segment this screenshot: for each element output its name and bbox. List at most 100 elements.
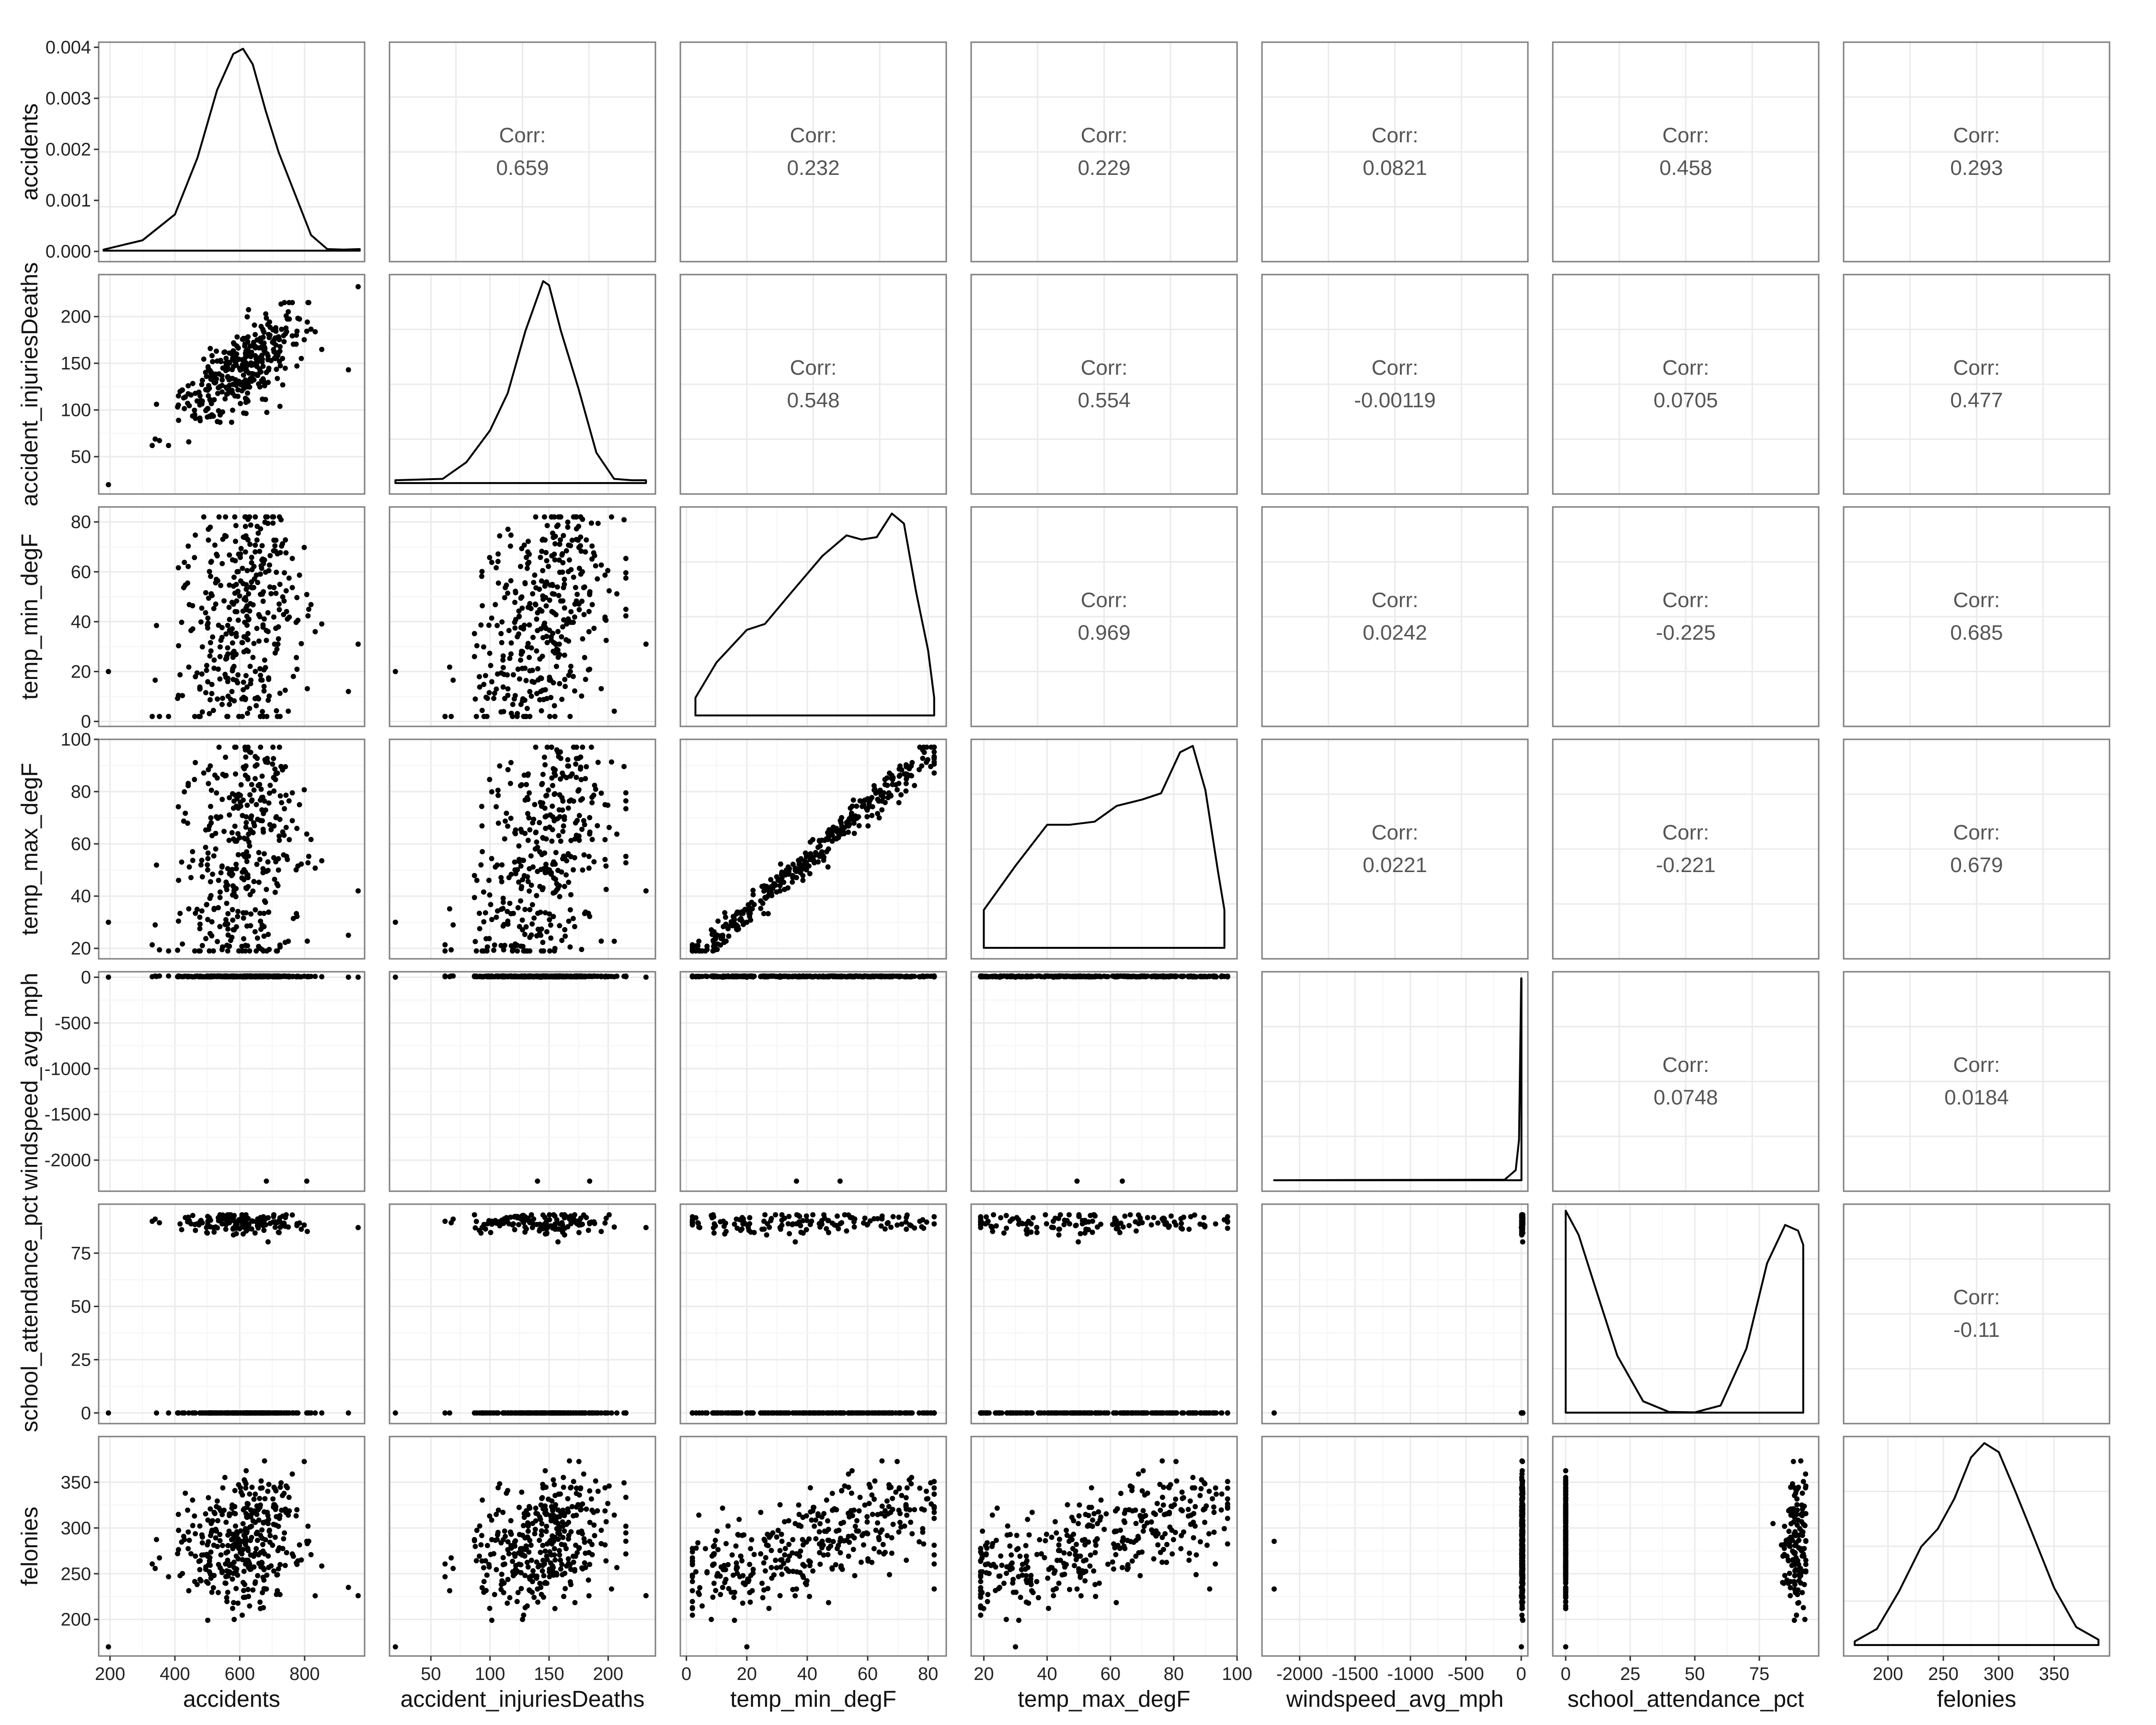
point-school_attendance_pct-vs-accidents	[286, 1224, 291, 1230]
point-temp_max_degF-vs-temp_min_degF	[803, 867, 809, 873]
point-temp_max_degF-vs-accidents	[252, 754, 258, 759]
point-temp_max_degF-vs-temp_min_degF	[898, 792, 904, 798]
point-temp_min_degF-vs-accidents	[251, 641, 257, 646]
point-temp_min_degF-vs-accident_injuriesDeaths	[541, 514, 547, 520]
point-temp_max_degF-vs-accident_injuriesDeaths	[527, 888, 532, 894]
point-accident_injuriesDeaths-vs-accidents	[222, 349, 228, 355]
point-temp_max_degF-vs-accidents	[229, 907, 235, 912]
point-temp_max_degF-vs-accidents	[214, 790, 219, 796]
point-accident_injuriesDeaths-vs-accidents	[319, 346, 325, 352]
point-temp_min_degF-vs-accidents	[211, 606, 217, 611]
point-temp_max_degF-vs-accidents	[283, 793, 289, 798]
point-accident_injuriesDeaths-vs-accidents	[277, 363, 283, 368]
point-temp_min_degF-vs-accidents	[305, 613, 311, 619]
point-windspeed_avg_mph-vs-accident_injuriesDeaths	[643, 974, 649, 980]
point-windspeed_avg_mph-vs-temp_max_degF	[1122, 974, 1128, 979]
point-temp_min_degF-vs-accidents	[274, 569, 279, 575]
point-school_attendance_pct-vs-accidents	[254, 1219, 260, 1225]
point-temp_max_degF-vs-accidents	[256, 879, 262, 885]
panel-bg-r3-c0	[99, 739, 365, 959]
corr-value-r3-c6: 0.679	[1950, 853, 2003, 877]
point-windspeed_avg_mph-vs-temp_min_degF	[846, 974, 851, 979]
point-temp_max_degF-vs-accidents	[185, 783, 191, 789]
point-temp_max_degF-vs-temp_min_degF	[896, 800, 902, 805]
point-temp_max_degF-vs-accidents	[283, 825, 289, 830]
point-windspeed_avg_mph-vs-accidents	[192, 974, 197, 979]
point-temp_max_degF-vs-accidents	[240, 948, 245, 954]
point-accident_injuriesDeaths-vs-accidents	[248, 354, 253, 359]
point-windspeed_avg_mph-vs-temp_max_degF	[1110, 973, 1115, 979]
point-temp_max_degF-vs-accident_injuriesDeaths	[550, 766, 556, 771]
point-temp_min_degF-vs-accident_injuriesDeaths	[500, 653, 506, 659]
point-temp_min_degF-vs-accident_injuriesDeaths	[578, 543, 583, 549]
point-temp_min_degF-vs-accident_injuriesDeaths	[503, 585, 508, 590]
point-temp_min_degF-vs-accident_injuriesDeaths	[512, 625, 518, 631]
point-temp_min_degF-vs-accident_injuriesDeaths	[512, 693, 518, 699]
point-accident_injuriesDeaths-vs-accidents	[294, 363, 300, 369]
point-school_attendance_pct-vs-accident_injuriesDeaths	[516, 1222, 522, 1228]
point-temp_min_degF-vs-accidents	[277, 550, 283, 555]
point-temp_max_degF-vs-accident_injuriesDeaths	[572, 855, 577, 861]
point-windspeed_avg_mph-vs-temp_max_degF	[1191, 974, 1196, 980]
point-windspeed_avg_mph-vs-accident_injuriesDeaths	[479, 974, 484, 980]
point-temp_max_degF-vs-accident_injuriesDeaths	[525, 874, 530, 880]
point-temp_min_degF-vs-accidents	[231, 664, 237, 669]
corr-value-r2-c5: -0.225	[1656, 621, 1716, 644]
point-school_attendance_pct-vs-accident_injuriesDeaths	[587, 1410, 593, 1416]
point-accident_injuriesDeaths-vs-accidents	[304, 319, 310, 325]
point-temp_max_degF-vs-accident_injuriesDeaths	[567, 944, 573, 950]
point-temp_max_degF-vs-accident_injuriesDeaths	[477, 910, 482, 916]
point-temp_max_degF-vs-accident_injuriesDeaths	[603, 863, 609, 869]
point-temp_min_degF-vs-accidents	[179, 620, 184, 625]
point-temp_max_degF-vs-accident_injuriesDeaths	[550, 804, 555, 809]
point-temp_max_degF-vs-accidents	[185, 820, 191, 826]
point-temp_max_degF-vs-temp_min_degF	[696, 938, 702, 944]
point-temp_max_degF-vs-accident_injuriesDeaths	[510, 947, 516, 953]
point-temp_min_degF-vs-accident_injuriesDeaths	[448, 713, 454, 719]
point-temp_min_degF-vs-accident_injuriesDeaths	[552, 713, 558, 719]
point-windspeed_avg_mph-vs-temp_max_degF	[1074, 1178, 1080, 1184]
point-temp_min_degF-vs-accidents	[301, 545, 307, 550]
point-accident_injuriesDeaths-vs-accidents	[231, 341, 237, 347]
point-school_attendance_pct-vs-accident_injuriesDeaths	[559, 1212, 565, 1218]
point-windspeed_avg_mph-vs-temp_min_degF	[908, 974, 914, 980]
point-temp_min_degF-vs-accident_injuriesDeaths	[539, 708, 544, 713]
density-curve-accident_injuriesDeaths	[394, 280, 647, 484]
point-temp_max_degF-vs-temp_min_degF	[877, 787, 883, 793]
point-temp_max_degF-vs-accident_injuriesDeaths	[547, 911, 552, 917]
point-school_attendance_pct-vs-accident_injuriesDeaths	[555, 1239, 561, 1245]
point-temp_max_degF-vs-accidents	[258, 786, 264, 792]
point-temp_max_degF-vs-accidents	[267, 822, 273, 828]
corr-label-r0-c1: Corr:	[499, 124, 546, 147]
point-temp_min_degF-vs-accidents	[229, 668, 235, 674]
point-windspeed_avg_mph-vs-accident_injuriesDeaths	[450, 973, 456, 979]
point-temp_max_degF-vs-accidents	[206, 767, 211, 772]
point-windspeed_avg_mph-vs-accidents	[308, 974, 314, 979]
point-accident_injuriesDeaths-vs-accidents	[214, 348, 219, 354]
point-temp_min_degF-vs-accident_injuriesDeaths	[602, 614, 608, 620]
point-school_attendance_pct-vs-accidents	[181, 1410, 186, 1416]
point-temp_max_degF-vs-accident_injuriesDeaths	[589, 800, 595, 805]
point-temp_min_degF-vs-accident_injuriesDeaths	[508, 640, 514, 646]
point-accident_injuriesDeaths-vs-accidents	[233, 382, 239, 388]
point-school_attendance_pct-vs-accidents	[192, 1222, 197, 1227]
point-temp_max_degF-vs-accidents	[274, 814, 279, 819]
point-temp_max_degF-vs-accidents	[276, 838, 282, 843]
point-temp_min_degF-vs-accidents	[240, 713, 245, 719]
point-temp_min_degF-vs-accidents	[182, 560, 187, 565]
point-temp_min_degF-vs-accident_injuriesDeaths	[595, 520, 601, 526]
point-school_attendance_pct-vs-accident_injuriesDeaths	[562, 1232, 567, 1238]
point-school_attendance_pct-vs-accident_injuriesDeaths	[529, 1410, 535, 1416]
point-temp_max_degF-vs-temp_min_degF	[917, 767, 922, 772]
point-school_attendance_pct-vs-accident_injuriesDeaths	[525, 1410, 530, 1416]
point-temp_max_degF-vs-accident_injuriesDeaths	[492, 942, 497, 948]
point-temp_min_degF-vs-accident_injuriesDeaths	[522, 697, 528, 703]
point-temp_min_degF-vs-accidents	[252, 549, 258, 555]
point-temp_min_degF-vs-accident_injuriesDeaths	[498, 631, 504, 636]
point-temp_max_degF-vs-accident_injuriesDeaths	[538, 909, 543, 915]
point-accident_injuriesDeaths-vs-accidents	[192, 412, 197, 417]
point-temp_max_degF-vs-accidents	[241, 910, 246, 916]
point-temp_max_degF-vs-temp_min_degF	[720, 932, 725, 938]
point-school_attendance_pct-vs-accidents	[183, 1215, 188, 1220]
